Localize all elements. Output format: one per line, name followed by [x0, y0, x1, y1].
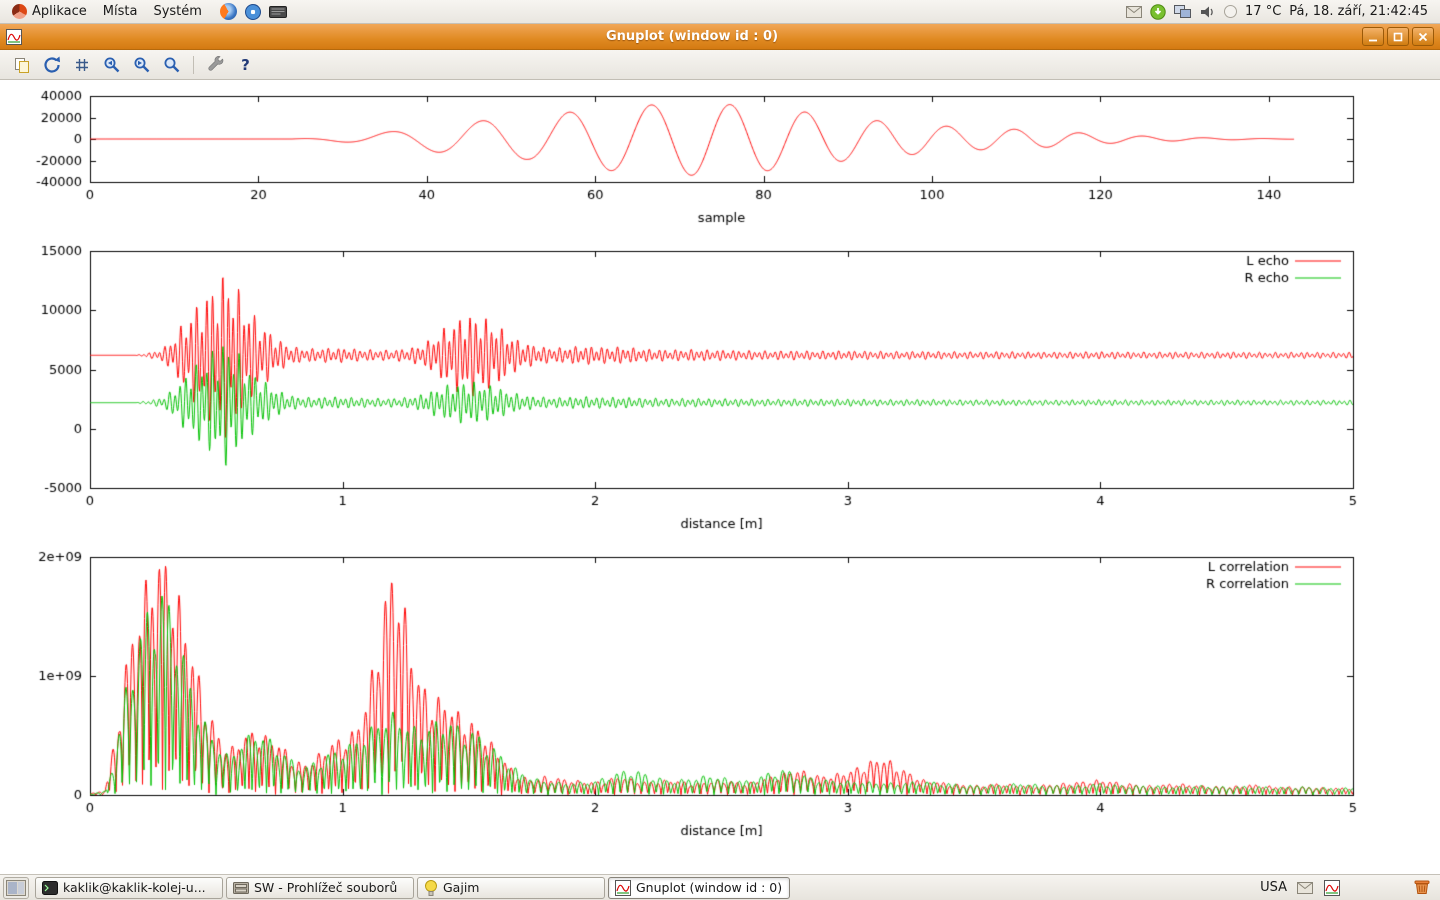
copy-button[interactable]: [8, 52, 35, 77]
task-button-gnuplot[interactable]: Gnuplot (window id : 0): [608, 876, 790, 899]
update-icon[interactable]: [1150, 3, 1166, 20]
keyboard-layout-indicator[interactable]: USA: [1260, 880, 1287, 895]
maximize-button[interactable]: [1387, 27, 1409, 46]
file-manager-icon: [233, 881, 249, 894]
top-panel: Aplikace Místa Systém 17 °C Pá, 18. září…: [0, 0, 1440, 24]
configure-button[interactable]: [202, 52, 229, 77]
copy-icon: [14, 57, 29, 73]
task-label: SW - Prohlížeč souborů: [254, 880, 398, 895]
window-controls: [1362, 27, 1434, 46]
trash-applet[interactable]: [1413, 877, 1431, 899]
window-icon: [6, 28, 22, 45]
mail-tray-icon[interactable]: [1297, 881, 1313, 894]
replot-button[interactable]: [38, 52, 65, 77]
gnuplot-window: Gnuplot (window id : 0) ?: [0, 24, 1440, 874]
terminal-icon: [42, 880, 58, 895]
task-button-terminal[interactable]: kaklik@kaklik-kolej-u...: [35, 876, 223, 899]
zoom-next-icon: [134, 57, 149, 72]
clock-label[interactable]: Pá, 18. září, 21:42:45: [1289, 4, 1428, 19]
menu-places[interactable]: Místa: [95, 1, 146, 23]
taskbar-status-area: USA: [1260, 877, 1437, 899]
replot-icon: [43, 56, 60, 73]
weather-icon[interactable]: [1224, 5, 1238, 18]
plot-area: [0, 80, 1440, 874]
grid-icon: [75, 58, 88, 71]
workspace-icon: [6, 879, 26, 896]
zoom-next-button[interactable]: [128, 52, 155, 77]
waveform-plot-canvas[interactable]: [0, 80, 1440, 235]
zoom-previous-button[interactable]: [98, 52, 125, 77]
firefox-icon[interactable]: [219, 3, 237, 20]
tray-window-icon[interactable]: [1323, 879, 1341, 896]
titlebar[interactable]: Gnuplot (window id : 0): [0, 24, 1440, 50]
ubuntu-logo-icon: [12, 4, 27, 19]
task-label: kaklik@kaklik-kolej-u...: [63, 880, 206, 895]
help-icon: ?: [241, 55, 250, 74]
panel-launchers: [219, 3, 287, 20]
help-browser-icon[interactable]: [244, 3, 261, 20]
panel-status-area: 17 °C Pá, 18. září, 21:42:45: [1126, 3, 1436, 20]
menu-applications[interactable]: Aplikace: [4, 1, 95, 23]
workspace-switcher[interactable]: [3, 876, 29, 899]
temperature-label[interactable]: 17 °C: [1245, 4, 1282, 19]
correlation-plot-canvas[interactable]: [0, 543, 1440, 850]
toolbar-separator: [193, 55, 194, 74]
gajim-icon: [425, 879, 437, 896]
task-button-gajim[interactable]: Gajim: [417, 876, 605, 899]
terminal-launcher-icon[interactable]: [268, 5, 287, 18]
minimize-button[interactable]: [1362, 27, 1384, 46]
help-button[interactable]: ?: [232, 52, 259, 77]
network-icon[interactable]: [1174, 4, 1192, 19]
echo-plot-canvas[interactable]: [0, 235, 1440, 543]
menu-system[interactable]: Systém: [145, 1, 209, 23]
task-button-file-manager[interactable]: SW - Prohlížeč souborů: [226, 876, 414, 899]
menu-applications-label: Aplikace: [32, 4, 87, 19]
toolbar: ?: [0, 50, 1440, 80]
zoom-previous-icon: [104, 57, 119, 72]
menu-places-label: Místa: [102, 4, 138, 19]
volume-icon[interactable]: [1200, 5, 1216, 19]
close-button[interactable]: [1412, 27, 1434, 46]
gnuplot-icon: [615, 879, 631, 896]
window-title: Gnuplot (window id : 0): [605, 29, 779, 44]
wrench-icon: [208, 55, 223, 71]
task-label: Gnuplot (window id : 0): [636, 880, 783, 895]
taskbar: kaklik@kaklik-kolej-u... SW - Prohlížeč …: [0, 874, 1440, 900]
menu-system-label: Systém: [153, 4, 202, 19]
grid-button[interactable]: [68, 52, 95, 77]
autoscale-button[interactable]: [158, 52, 185, 77]
autoscale-icon: [164, 57, 179, 72]
mail-icon[interactable]: [1126, 5, 1143, 18]
trash-icon: [1414, 880, 1430, 894]
task-label: Gajim: [443, 880, 480, 895]
